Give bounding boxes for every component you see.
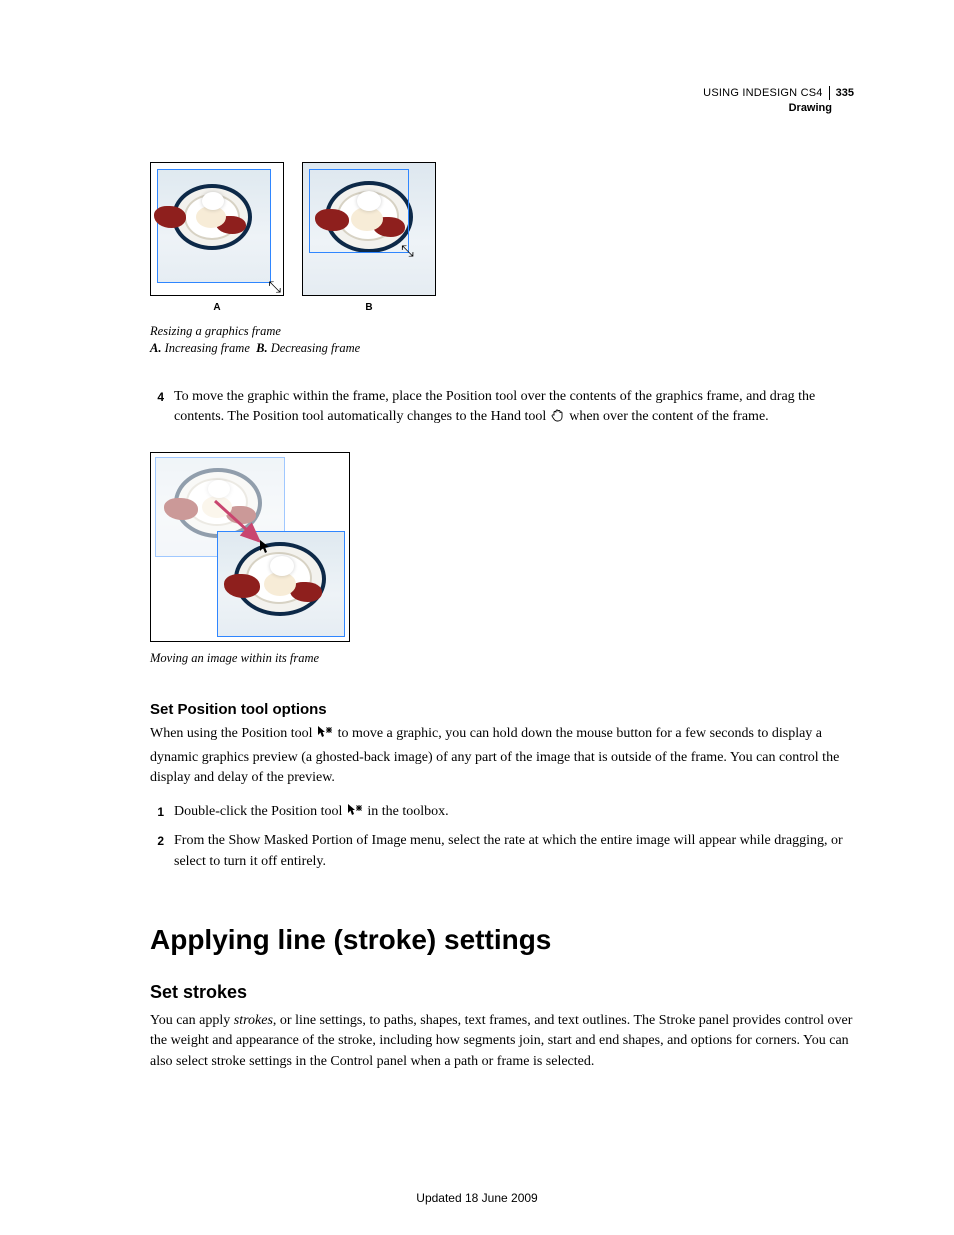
figure1-caption: Resizing a graphics frame A. Increasing …: [150, 323, 854, 357]
page-footer: Updated 18 June 2009: [0, 1191, 954, 1205]
position-tool-options-para: When using the Position tool to move a g…: [150, 724, 854, 788]
running-head-title: USING INDESIGN CS4: [703, 86, 822, 100]
figure-labels: A B: [150, 302, 854, 313]
resize-arrow-icon: ⤡: [268, 279, 281, 297]
food-white: [202, 192, 224, 210]
step1-before: Double-click the Position tool: [174, 804, 346, 819]
hand-tool-icon: [550, 407, 566, 430]
figure-label-b: B: [302, 302, 436, 313]
step-4: 4 To move the graphic within the frame, …: [150, 387, 854, 431]
caption-key-b: B.: [256, 341, 267, 355]
strokes-em: strokes: [234, 1013, 273, 1028]
cursor-icon: [259, 539, 273, 560]
step-2: 2 From the Show Masked Portion of Image …: [150, 831, 854, 872]
step-number: 4: [150, 389, 164, 431]
heading-applying-line-stroke-settings: Applying line (stroke) settings: [150, 924, 854, 956]
figure-moving-image: Moving an image within its frame: [150, 452, 854, 667]
figure2-frame: [150, 452, 350, 642]
step-number: 1: [150, 804, 164, 825]
page-number: 335: [836, 86, 854, 100]
step-body: Double-click the Position tool in the to…: [174, 802, 854, 825]
running-head: USING INDESIGN CS4 335 Drawing: [703, 86, 854, 116]
selection-box: [309, 169, 409, 253]
caption-key-a-text: Increasing frame: [165, 341, 250, 355]
heading-set-strokes: Set strokes: [150, 982, 854, 1003]
running-head-chapter: Drawing: [703, 101, 854, 115]
caption-title: Resizing a graphics frame: [150, 324, 281, 338]
figure-frame-b: ⤡: [302, 162, 436, 296]
step4-text-after: when over the content of the frame.: [569, 409, 768, 424]
caption-key-b-text: Decreasing frame: [271, 341, 360, 355]
resize-arrow-icon: ⤡: [401, 243, 414, 261]
para-before: When using the Position tool: [150, 726, 316, 741]
figure-label-a: A: [150, 302, 284, 313]
caption-key-a: A.: [150, 341, 161, 355]
set-strokes-para: You can apply strokes, or line settings,…: [150, 1011, 854, 1072]
selection-box: [157, 169, 271, 283]
figure-resizing-frame: ⤡ ⤡: [150, 162, 854, 296]
position-tool-icon: [346, 802, 364, 825]
food-red-left: [154, 206, 186, 228]
step2-before: From the Show Masked Portion of Image me…: [174, 833, 843, 868]
strokes-para-before: You can apply: [150, 1013, 234, 1028]
step-body: From the Show Masked Portion of Image me…: [174, 831, 854, 872]
figure-frame-a: ⤡: [150, 162, 284, 296]
heading-set-position-tool-options: Set Position tool options: [150, 701, 854, 718]
figure2-caption: Moving an image within its frame: [150, 650, 854, 667]
document-page: USING INDESIGN CS4 335 Drawing ⤡: [0, 0, 954, 1235]
position-tool-icon: [316, 724, 334, 747]
step1-after: in the toolbox.: [367, 804, 448, 819]
step-body: To move the graphic within the frame, pl…: [174, 387, 854, 431]
step-number: 2: [150, 833, 164, 872]
step-1: 1 Double-click the Position tool in the …: [150, 802, 854, 825]
running-head-separator: [829, 86, 830, 100]
